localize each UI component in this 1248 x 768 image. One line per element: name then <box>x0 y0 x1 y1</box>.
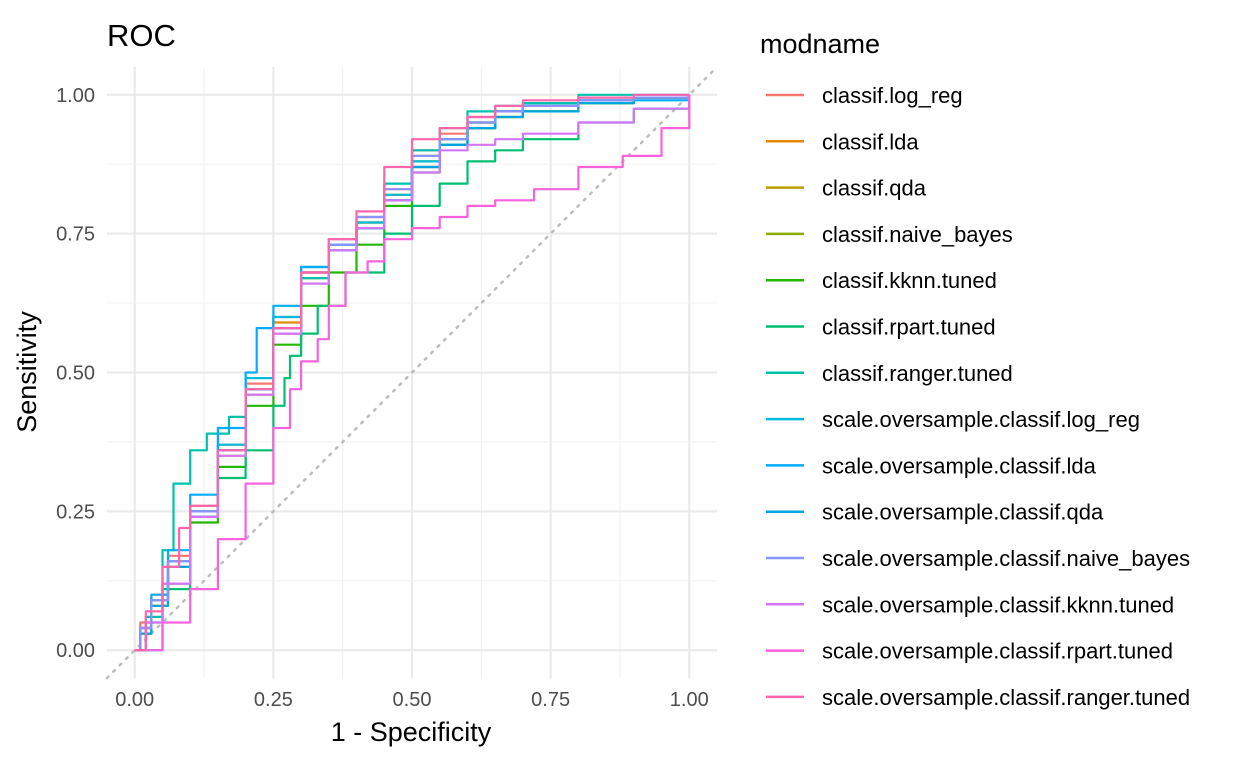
x-tick-label: 0.75 <box>531 689 570 711</box>
legend-label: classif.qda <box>822 176 927 201</box>
legend-item: scale.oversample.classif.qda <box>766 500 1104 525</box>
series-line-7 <box>134 93 690 652</box>
legend-label: classif.lda <box>822 129 919 154</box>
legend-item: classif.naive_bayes <box>766 222 1013 247</box>
legend-item: scale.oversample.classif.naive_bayes <box>766 546 1190 571</box>
legend-label: classif.ranger.tuned <box>822 361 1013 386</box>
x-tick-label: 0.50 <box>393 689 432 711</box>
legend-item: classif.ranger.tuned <box>766 361 1013 386</box>
legend-item: classif.rpart.tuned <box>766 315 996 340</box>
legend-item: classif.qda <box>766 176 927 201</box>
legend-label: scale.oversample.classif.rpart.tuned <box>822 639 1173 664</box>
legend-label: scale.oversample.classif.kknn.tuned <box>822 592 1174 617</box>
y-tick-label: 0.00 <box>56 640 95 662</box>
legend-label: scale.oversample.classif.qda <box>822 500 1104 525</box>
chart-title: ROC <box>107 18 176 53</box>
y-axis-title: Sensitivity <box>12 311 42 433</box>
legend-item: classif.log_reg <box>766 83 963 108</box>
legend-item: scale.oversample.classif.ranger.tuned <box>766 685 1190 710</box>
legend-item: scale.oversample.classif.rpart.tuned <box>766 639 1173 664</box>
y-tick-labels: 0.00 0.25 0.50 0.75 1.00 <box>56 85 95 662</box>
legend-label: classif.naive_bayes <box>822 222 1013 247</box>
y-tick-label: 0.25 <box>56 501 95 523</box>
legend-item: scale.oversample.classif.lda <box>766 453 1097 478</box>
series-line-14 <box>134 93 690 652</box>
legend-item: scale.oversample.classif.kknn.tuned <box>766 592 1174 617</box>
legend-label: classif.kknn.tuned <box>822 268 997 293</box>
legend-title: modname <box>760 29 880 59</box>
legend-label: scale.oversample.classif.lda <box>822 453 1097 478</box>
legend-label: classif.log_reg <box>822 83 963 108</box>
series-line-13 <box>134 94 691 652</box>
legend-item: classif.lda <box>766 129 919 154</box>
y-tick-label: 0.50 <box>56 363 95 385</box>
x-tick-label: 0.25 <box>254 689 293 711</box>
series-layer <box>134 93 691 652</box>
legend-label: scale.oversample.classif.naive_bayes <box>822 546 1190 571</box>
legend-label: scale.oversample.classif.log_reg <box>822 407 1140 432</box>
legend-label: scale.oversample.classif.ranger.tuned <box>822 685 1190 710</box>
x-tick-labels: 0.00 0.25 0.50 0.75 1.00 <box>115 689 708 711</box>
x-tick-label: 1.00 <box>670 689 709 711</box>
legend-item: scale.oversample.classif.log_reg <box>766 407 1140 432</box>
legend: classif.log_reg classif.lda classif.qda cla… <box>766 83 1190 710</box>
reference-diagonal-line <box>105 65 719 680</box>
x-tick-label: 0.00 <box>115 689 154 711</box>
y-tick-label: 0.75 <box>56 224 95 246</box>
y-tick-label: 1.00 <box>56 85 95 107</box>
legend-item: classif.kknn.tuned <box>766 268 997 293</box>
x-axis-title: 1 - Specificity <box>331 717 492 747</box>
legend-label: classif.rpart.tuned <box>822 315 996 340</box>
